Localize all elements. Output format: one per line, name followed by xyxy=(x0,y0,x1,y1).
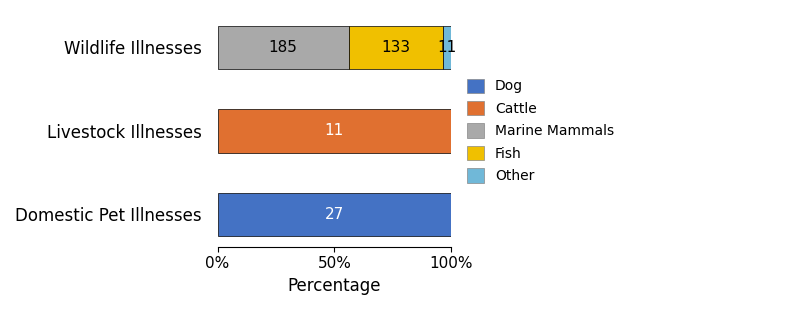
Legend: Dog, Cattle, Marine Mammals, Fish, Other: Dog, Cattle, Marine Mammals, Fish, Other xyxy=(460,72,621,190)
Text: 11: 11 xyxy=(438,40,457,55)
Text: 11: 11 xyxy=(325,123,344,138)
Bar xyxy=(218,109,451,153)
Text: 27: 27 xyxy=(325,207,344,222)
Text: 133: 133 xyxy=(382,40,410,55)
Bar xyxy=(218,193,451,236)
X-axis label: Percentage: Percentage xyxy=(287,277,381,295)
Bar xyxy=(218,25,349,69)
Bar xyxy=(443,25,451,69)
Bar xyxy=(349,25,443,69)
Text: 185: 185 xyxy=(269,40,298,55)
